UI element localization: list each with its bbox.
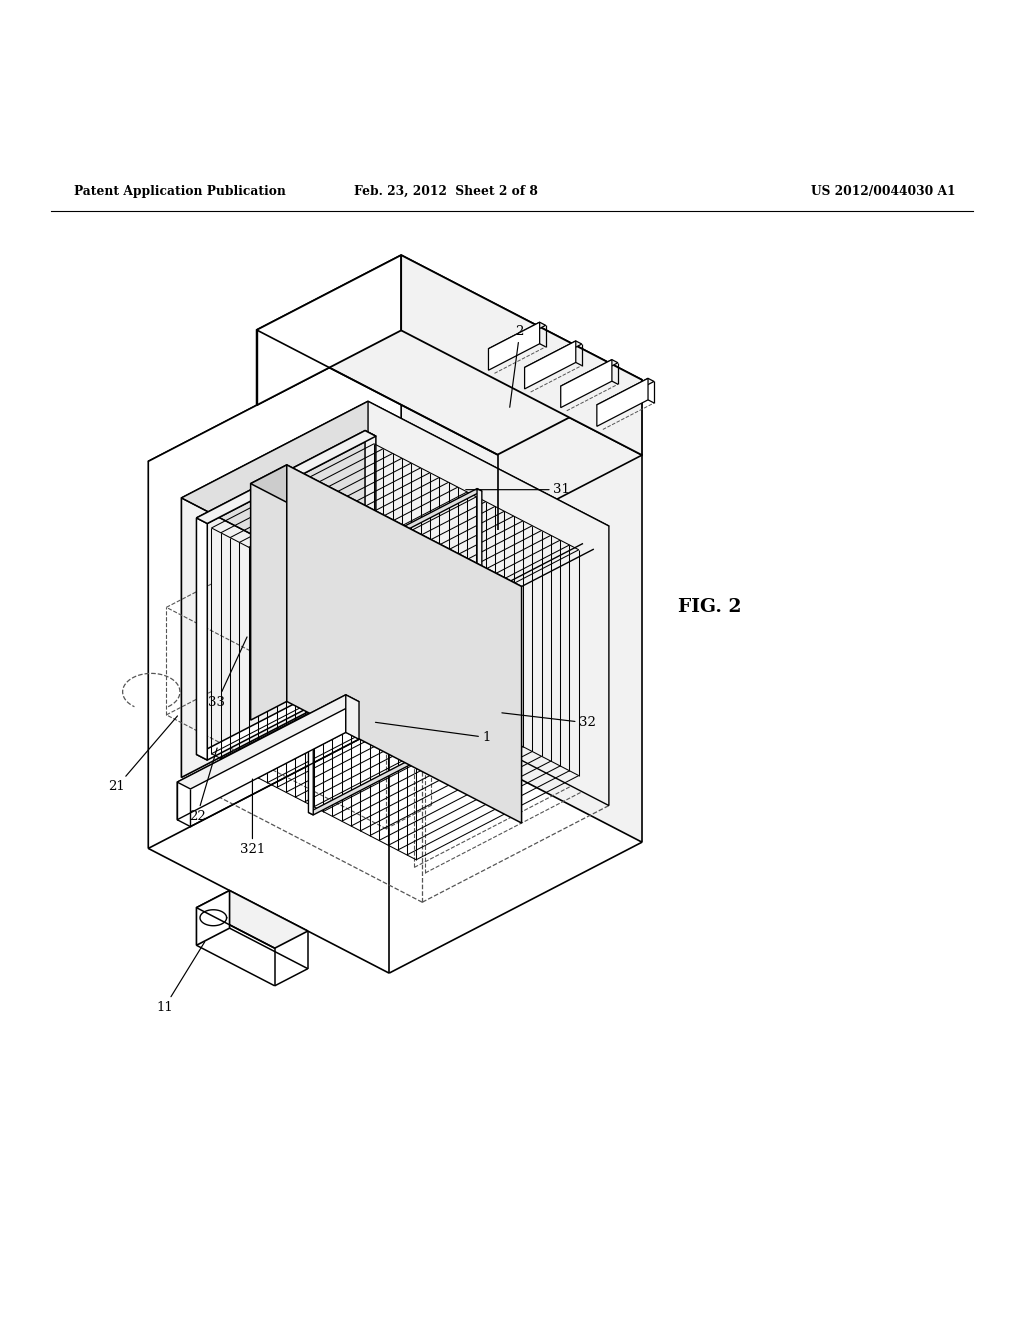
Text: 33: 33 bbox=[209, 638, 247, 709]
Polygon shape bbox=[561, 359, 612, 408]
Text: Feb. 23, 2012  Sheet 2 of 8: Feb. 23, 2012 Sheet 2 of 8 bbox=[353, 185, 538, 198]
Text: 21: 21 bbox=[109, 715, 177, 793]
Polygon shape bbox=[197, 667, 376, 760]
Text: 1: 1 bbox=[376, 722, 490, 744]
Polygon shape bbox=[365, 430, 376, 673]
Polygon shape bbox=[287, 465, 521, 824]
Polygon shape bbox=[197, 891, 229, 945]
Polygon shape bbox=[524, 341, 575, 389]
Polygon shape bbox=[597, 379, 654, 408]
Polygon shape bbox=[177, 694, 359, 789]
Polygon shape bbox=[401, 330, 642, 842]
Polygon shape bbox=[368, 401, 609, 805]
Polygon shape bbox=[257, 255, 401, 405]
Text: 2: 2 bbox=[510, 325, 524, 408]
Polygon shape bbox=[308, 725, 482, 814]
Polygon shape bbox=[488, 322, 546, 352]
Polygon shape bbox=[561, 359, 617, 389]
Polygon shape bbox=[477, 488, 482, 727]
Polygon shape bbox=[346, 694, 359, 739]
Polygon shape bbox=[197, 430, 376, 524]
Polygon shape bbox=[181, 401, 609, 623]
Text: FIG. 2: FIG. 2 bbox=[678, 598, 741, 615]
Polygon shape bbox=[181, 401, 368, 777]
Text: 22: 22 bbox=[188, 748, 217, 822]
Text: 32: 32 bbox=[502, 713, 596, 730]
Text: Patent Application Publication: Patent Application Publication bbox=[74, 185, 286, 198]
Text: US 2012/0044030 A1: US 2012/0044030 A1 bbox=[811, 185, 955, 198]
Polygon shape bbox=[148, 330, 401, 849]
Polygon shape bbox=[197, 430, 376, 524]
Polygon shape bbox=[308, 576, 313, 814]
Polygon shape bbox=[197, 517, 207, 760]
Polygon shape bbox=[488, 322, 540, 370]
Text: 321: 321 bbox=[240, 779, 265, 855]
Polygon shape bbox=[524, 341, 582, 371]
Polygon shape bbox=[251, 465, 521, 605]
Polygon shape bbox=[597, 379, 648, 426]
Polygon shape bbox=[177, 694, 346, 820]
Text: 31: 31 bbox=[466, 483, 570, 496]
Polygon shape bbox=[148, 330, 642, 586]
Polygon shape bbox=[401, 255, 642, 455]
Polygon shape bbox=[308, 488, 482, 578]
Polygon shape bbox=[197, 891, 308, 948]
Text: 11: 11 bbox=[156, 941, 205, 1014]
Polygon shape bbox=[251, 465, 287, 721]
Polygon shape bbox=[257, 255, 642, 454]
